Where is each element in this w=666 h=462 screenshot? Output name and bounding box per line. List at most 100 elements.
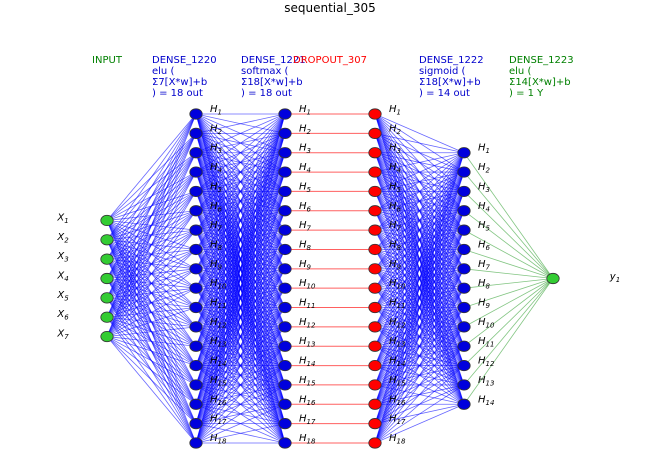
layer-0-node-6 <box>100 311 114 323</box>
layer-1-node-12 <box>189 321 203 333</box>
weight-connection <box>195 113 286 173</box>
node-label: H7 <box>478 259 491 272</box>
weight-connection <box>195 113 286 386</box>
node-label: H6 <box>299 201 312 214</box>
node-label: H8 <box>389 239 402 252</box>
weight-connection <box>374 152 465 173</box>
layer-2-node-6 <box>278 205 292 217</box>
weight-connection <box>374 210 465 444</box>
layer-1-header-line: elu ( <box>152 66 174 77</box>
layer-3-node-3 <box>368 147 382 159</box>
node-label: H10 <box>299 278 316 291</box>
layer-1-node-17 <box>189 418 203 430</box>
weight-connection <box>463 152 554 279</box>
node-label: H17 <box>389 414 406 427</box>
layer-4-node-10 <box>457 321 471 333</box>
weight-connection <box>106 113 197 279</box>
weight-connection <box>374 152 465 328</box>
weight-connection <box>195 113 286 231</box>
node-label: X1 <box>56 212 68 225</box>
connections-group <box>106 113 554 444</box>
weight-connection <box>106 336 197 444</box>
weight-connection <box>374 249 465 444</box>
layer-0-node-4 <box>100 272 114 285</box>
node-label: H16 <box>210 394 227 407</box>
layer-1-node-10 <box>189 282 203 294</box>
node-label: X5 <box>56 290 69 303</box>
layer-1-node-9 <box>189 263 203 275</box>
layer-3-node-16 <box>368 398 382 410</box>
node-label: H18 <box>210 433 227 446</box>
layer-4-node-1 <box>457 147 471 159</box>
layer-3-node-6 <box>368 205 382 217</box>
weight-connection <box>195 229 286 444</box>
layer-4-node-6 <box>457 243 471 256</box>
weight-connection <box>195 113 286 347</box>
weight-connection <box>195 113 286 154</box>
weight-connection <box>106 268 197 337</box>
weight-connection <box>463 229 554 279</box>
weight-connection <box>106 336 197 366</box>
weight-connection <box>374 152 465 308</box>
weight-connection <box>106 113 197 260</box>
weight-connection <box>106 171 197 337</box>
weight-connection <box>106 113 197 221</box>
node-label: H8 <box>299 239 312 252</box>
node-label: H1 <box>210 104 222 117</box>
layer-3-node-17 <box>368 418 382 430</box>
weight-connection <box>106 191 197 337</box>
weight-connection <box>195 403 286 444</box>
node-label: H9 <box>299 259 312 272</box>
weight-connection <box>463 278 554 386</box>
layer-2-header-line: ) = 18 out <box>241 88 292 99</box>
weight-connection <box>106 113 197 318</box>
layer-4-node-14 <box>457 398 471 410</box>
weight-connection <box>374 152 465 231</box>
layer-4-node-8 <box>457 282 471 294</box>
node-label: H17 <box>299 414 316 427</box>
weight-connection <box>374 152 465 347</box>
node-label: H18 <box>299 433 316 446</box>
weight-connection <box>195 249 286 444</box>
weight-connection <box>195 113 286 192</box>
weight-connection <box>195 113 286 270</box>
layer-1-node-13 <box>189 340 203 352</box>
node-label: H9 <box>389 259 402 272</box>
layer-5-header-line: Σ14[X*w]+b <box>509 77 571 88</box>
layer-2-header-line: softmax ( <box>241 66 289 77</box>
weight-connection <box>195 113 286 444</box>
weight-connection <box>374 403 465 444</box>
weight-connection <box>195 113 286 366</box>
weight-connection <box>195 210 286 444</box>
weight-connection <box>195 113 286 328</box>
node-label: H13 <box>299 336 315 349</box>
layer-2-node-18 <box>278 437 292 449</box>
node-label: H14 <box>478 394 494 407</box>
layer-2-node-2 <box>278 127 292 139</box>
node-label: y1 <box>609 272 620 285</box>
weight-connection <box>106 152 197 337</box>
layer-2-node-17 <box>278 418 292 430</box>
layer-4-node-11 <box>457 340 471 352</box>
weight-connection <box>374 113 465 154</box>
layer-1-header-line: Σ7[X*w]+b <box>152 77 207 88</box>
layer-2-node-13 <box>278 340 292 352</box>
node-label: H15 <box>389 375 406 388</box>
node-label: H6 <box>478 239 491 252</box>
weight-connection <box>195 307 286 444</box>
weight-connection <box>195 113 286 405</box>
weight-connection <box>374 171 465 444</box>
weight-connection <box>195 345 286 444</box>
node-label: H12 <box>299 317 316 330</box>
layer-0-node-3 <box>100 253 114 265</box>
layer-2-node-4 <box>278 166 292 178</box>
layer-0-header-line: INPUT <box>92 55 123 66</box>
node-label: H2 <box>478 162 491 175</box>
node-label: H3 <box>389 143 401 156</box>
layer-4-node-9 <box>457 301 471 314</box>
weight-connection <box>374 152 465 250</box>
weight-connection <box>106 326 197 337</box>
weight-connection <box>374 229 465 444</box>
layer-2-node-15 <box>278 379 292 391</box>
layer-4-header-line: Σ18[X*w]+b <box>419 77 481 88</box>
